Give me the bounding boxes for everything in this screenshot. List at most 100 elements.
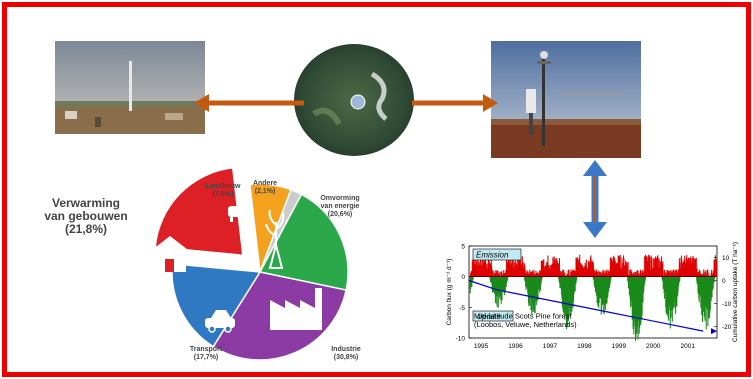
pie-main-label: Verwarming van gebouwen (21,8%)	[44, 196, 128, 236]
factory-icon	[270, 288, 322, 330]
emission-bar	[499, 272, 501, 277]
emission-bar	[677, 273, 679, 277]
emission-bar	[668, 270, 670, 277]
emission-bar	[593, 268, 595, 277]
emission-bar	[607, 270, 609, 277]
y2-axis-label: Cumulative carbon uptake (T ha⁻¹)	[732, 242, 739, 342]
emission-bar	[564, 272, 566, 277]
y2-tick-label: -10	[722, 301, 732, 308]
pie-label-landbouw: Landbouw (7,6%)	[205, 183, 241, 198]
emission-bar	[663, 269, 666, 277]
emission-bar	[638, 275, 640, 277]
emission-bar	[596, 271, 599, 277]
emission-legend-box	[472, 248, 522, 261]
emission-bar	[642, 269, 644, 277]
emission-bar	[667, 270, 669, 277]
emission-bar	[663, 275, 665, 277]
uptake-legend-label: Uptake	[477, 312, 501, 321]
uptake-bar	[713, 276, 715, 283]
uptake-bar	[713, 276, 716, 279]
uptake-bar	[506, 276, 508, 281]
emission-bar	[707, 273, 709, 277]
emission-bar	[606, 269, 608, 277]
emission-bar	[532, 272, 534, 277]
emission-bar	[493, 271, 495, 277]
emission-bar	[705, 272, 707, 277]
x-tick-label: 1995	[474, 343, 489, 350]
tower-icon	[268, 241, 284, 269]
emission-bar	[501, 274, 503, 277]
emission-bar	[481, 255, 483, 277]
cow-icon	[228, 204, 253, 222]
emission-bar	[716, 263, 718, 277]
satellite-image	[294, 44, 414, 156]
daily-flux-bars	[469, 254, 718, 342]
emission-bar	[650, 255, 652, 277]
emission-bar	[520, 257, 522, 277]
uptake-bar	[679, 276, 681, 281]
y-tick-label: -10	[456, 336, 466, 343]
emission-bar	[695, 257, 697, 277]
emission-bar	[699, 270, 701, 277]
emission-bar	[498, 273, 500, 277]
emission-bar	[539, 271, 542, 277]
emission-bar	[567, 270, 569, 277]
emission-bar	[573, 270, 575, 277]
emission-bar	[673, 269, 675, 277]
emission-bar	[473, 255, 475, 277]
uptake-bar	[644, 276, 646, 280]
y-tick-label: 0	[461, 274, 465, 281]
emission-bar	[690, 256, 692, 277]
y2-tick-label: 10	[722, 255, 730, 262]
uptake-bar	[641, 276, 643, 315]
uptake-bar	[576, 276, 578, 278]
emission-bar	[687, 257, 689, 277]
emission-bar	[628, 274, 630, 277]
emission-bar	[522, 261, 524, 277]
emission-bar	[535, 270, 537, 277]
emission-bar	[525, 273, 527, 277]
emission-bar	[662, 270, 664, 277]
emission-bar	[503, 269, 505, 277]
emission-bar	[563, 273, 565, 277]
emission-bar	[708, 275, 710, 277]
emission-bar	[533, 273, 535, 277]
y-tick-label: 5	[461, 244, 465, 251]
arrow-to-right-photo	[412, 94, 498, 112]
emission-bar	[561, 273, 563, 277]
emission-bar	[537, 272, 539, 277]
emission-bar	[698, 269, 700, 277]
emission-bar	[675, 269, 677, 277]
uptake-bar	[679, 276, 681, 278]
emission-bar	[496, 270, 498, 277]
pie-label-industrie: Industrie (30,8%)	[331, 346, 361, 361]
y2-tick-label: 0	[722, 278, 726, 285]
emission-bar	[579, 254, 581, 277]
emission-bar	[499, 275, 501, 277]
carbon-flux-chart: 5 0 -5 -10 10 0 -10 -20 1995 1996 1997 1998 1999 2000…	[439, 238, 741, 359]
y2-tick-label: -20	[722, 324, 732, 331]
emission-bar	[568, 269, 570, 277]
uptake-bar	[507, 276, 509, 278]
plant-icon	[265, 209, 285, 248]
emission-bar	[702, 273, 704, 277]
cumulative-uptake-line	[468, 279, 704, 332]
x-tick-label: 1997	[543, 343, 558, 350]
emission-bar	[530, 272, 532, 277]
emission-bar	[671, 272, 673, 277]
emission-bar	[636, 270, 638, 277]
double-arrow-vertical	[583, 160, 607, 238]
uptake-bar	[610, 276, 612, 278]
emission-bar	[692, 255, 694, 277]
emission-bar	[709, 275, 711, 277]
emission-bar	[562, 269, 564, 277]
emission-bar	[649, 256, 651, 277]
emission-bar	[696, 268, 698, 277]
emission-bar	[635, 272, 637, 277]
emission-bar	[627, 261, 629, 277]
emission-bar	[666, 269, 668, 277]
pie-label-transport: Transport (17,7%)	[189, 346, 223, 361]
cumulative-arrow-head	[711, 328, 717, 335]
emission-bar	[529, 269, 531, 277]
emission-bar	[528, 273, 530, 277]
